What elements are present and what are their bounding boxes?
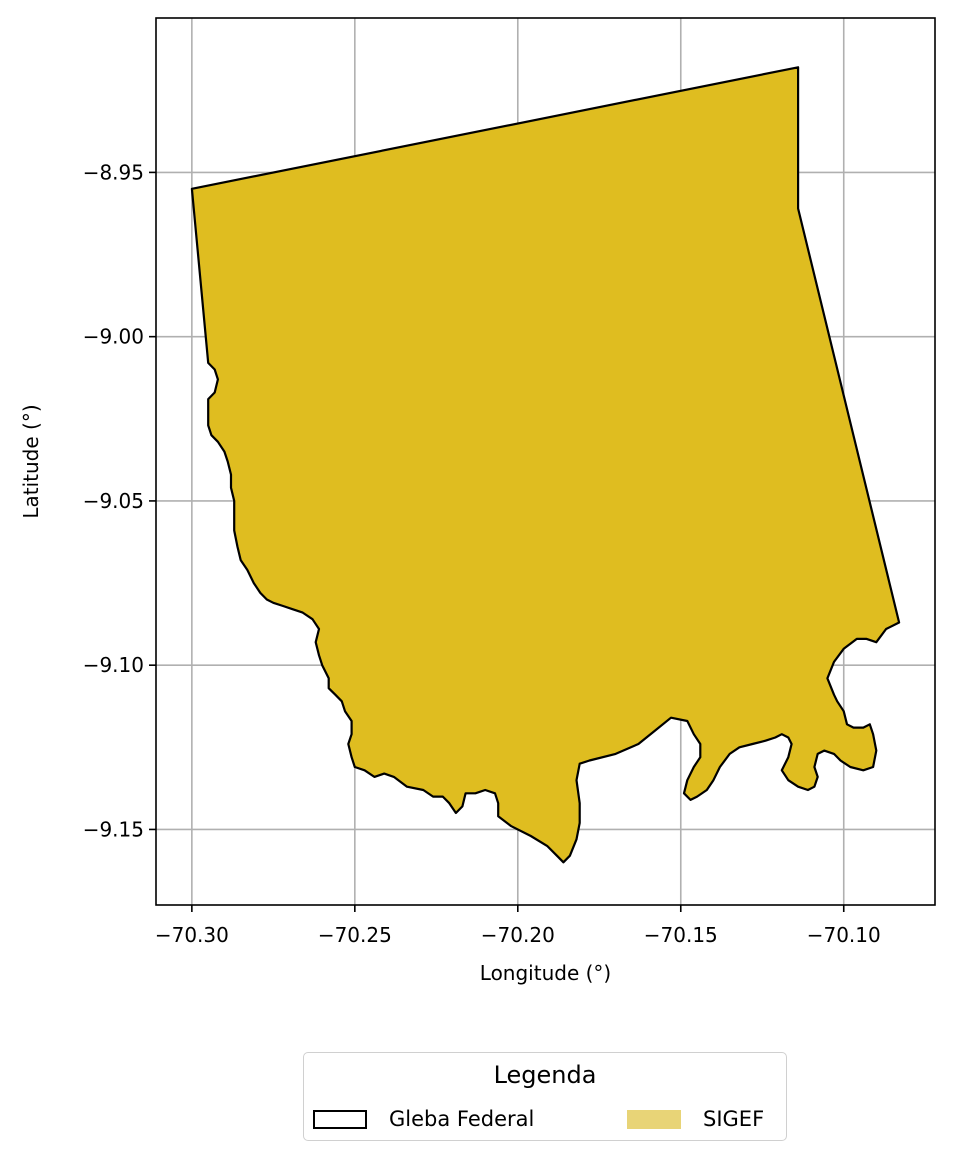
x-tick-label: −70.30 <box>155 923 229 947</box>
legend-title: Legenda <box>493 1061 597 1089</box>
legend: Legenda Gleba Federal SIGEF <box>303 1052 787 1141</box>
legend-entry-sigef: SIGEF <box>627 1105 764 1133</box>
x-tick-label: −70.15 <box>644 923 718 947</box>
legend-label-gleba-federal: Gleba Federal <box>389 1107 535 1131</box>
legend-entry-gleba-federal: Gleba Federal <box>313 1105 534 1133</box>
gleba-federal-boundary <box>190 66 901 864</box>
x-tick-label: −70.20 <box>481 923 555 947</box>
x-axis-title: Longitude (°) <box>480 961 611 985</box>
y-tick-label: −9.00 <box>83 325 144 349</box>
map-figure: −70.30 −70.25 −70.20 −70.15 −70.10 −8.95 −9.00… <box>19 17 936 985</box>
y-tick-label: −8.95 <box>83 160 144 184</box>
legend-swatch-fill <box>627 1109 681 1129</box>
x-tick-label: −70.10 <box>807 923 881 947</box>
legend-label-sigef: SIGEF <box>703 1107 765 1131</box>
plot-frame <box>155 17 936 906</box>
x-tick-label: −70.25 <box>318 923 392 947</box>
legend-swatch-outline <box>313 1109 367 1129</box>
y-tick-label: −9.15 <box>83 817 144 841</box>
tick-layer: −70.30 −70.25 −70.20 −70.15 −70.10 −8.95 −9.00… <box>83 160 881 947</box>
y-axis-title: Latitude (°) <box>19 404 43 518</box>
polygon-layer <box>190 66 901 864</box>
y-tick-label: −9.10 <box>83 653 144 677</box>
sigef-area <box>191 67 900 863</box>
y-tick-label: −9.05 <box>83 489 144 513</box>
